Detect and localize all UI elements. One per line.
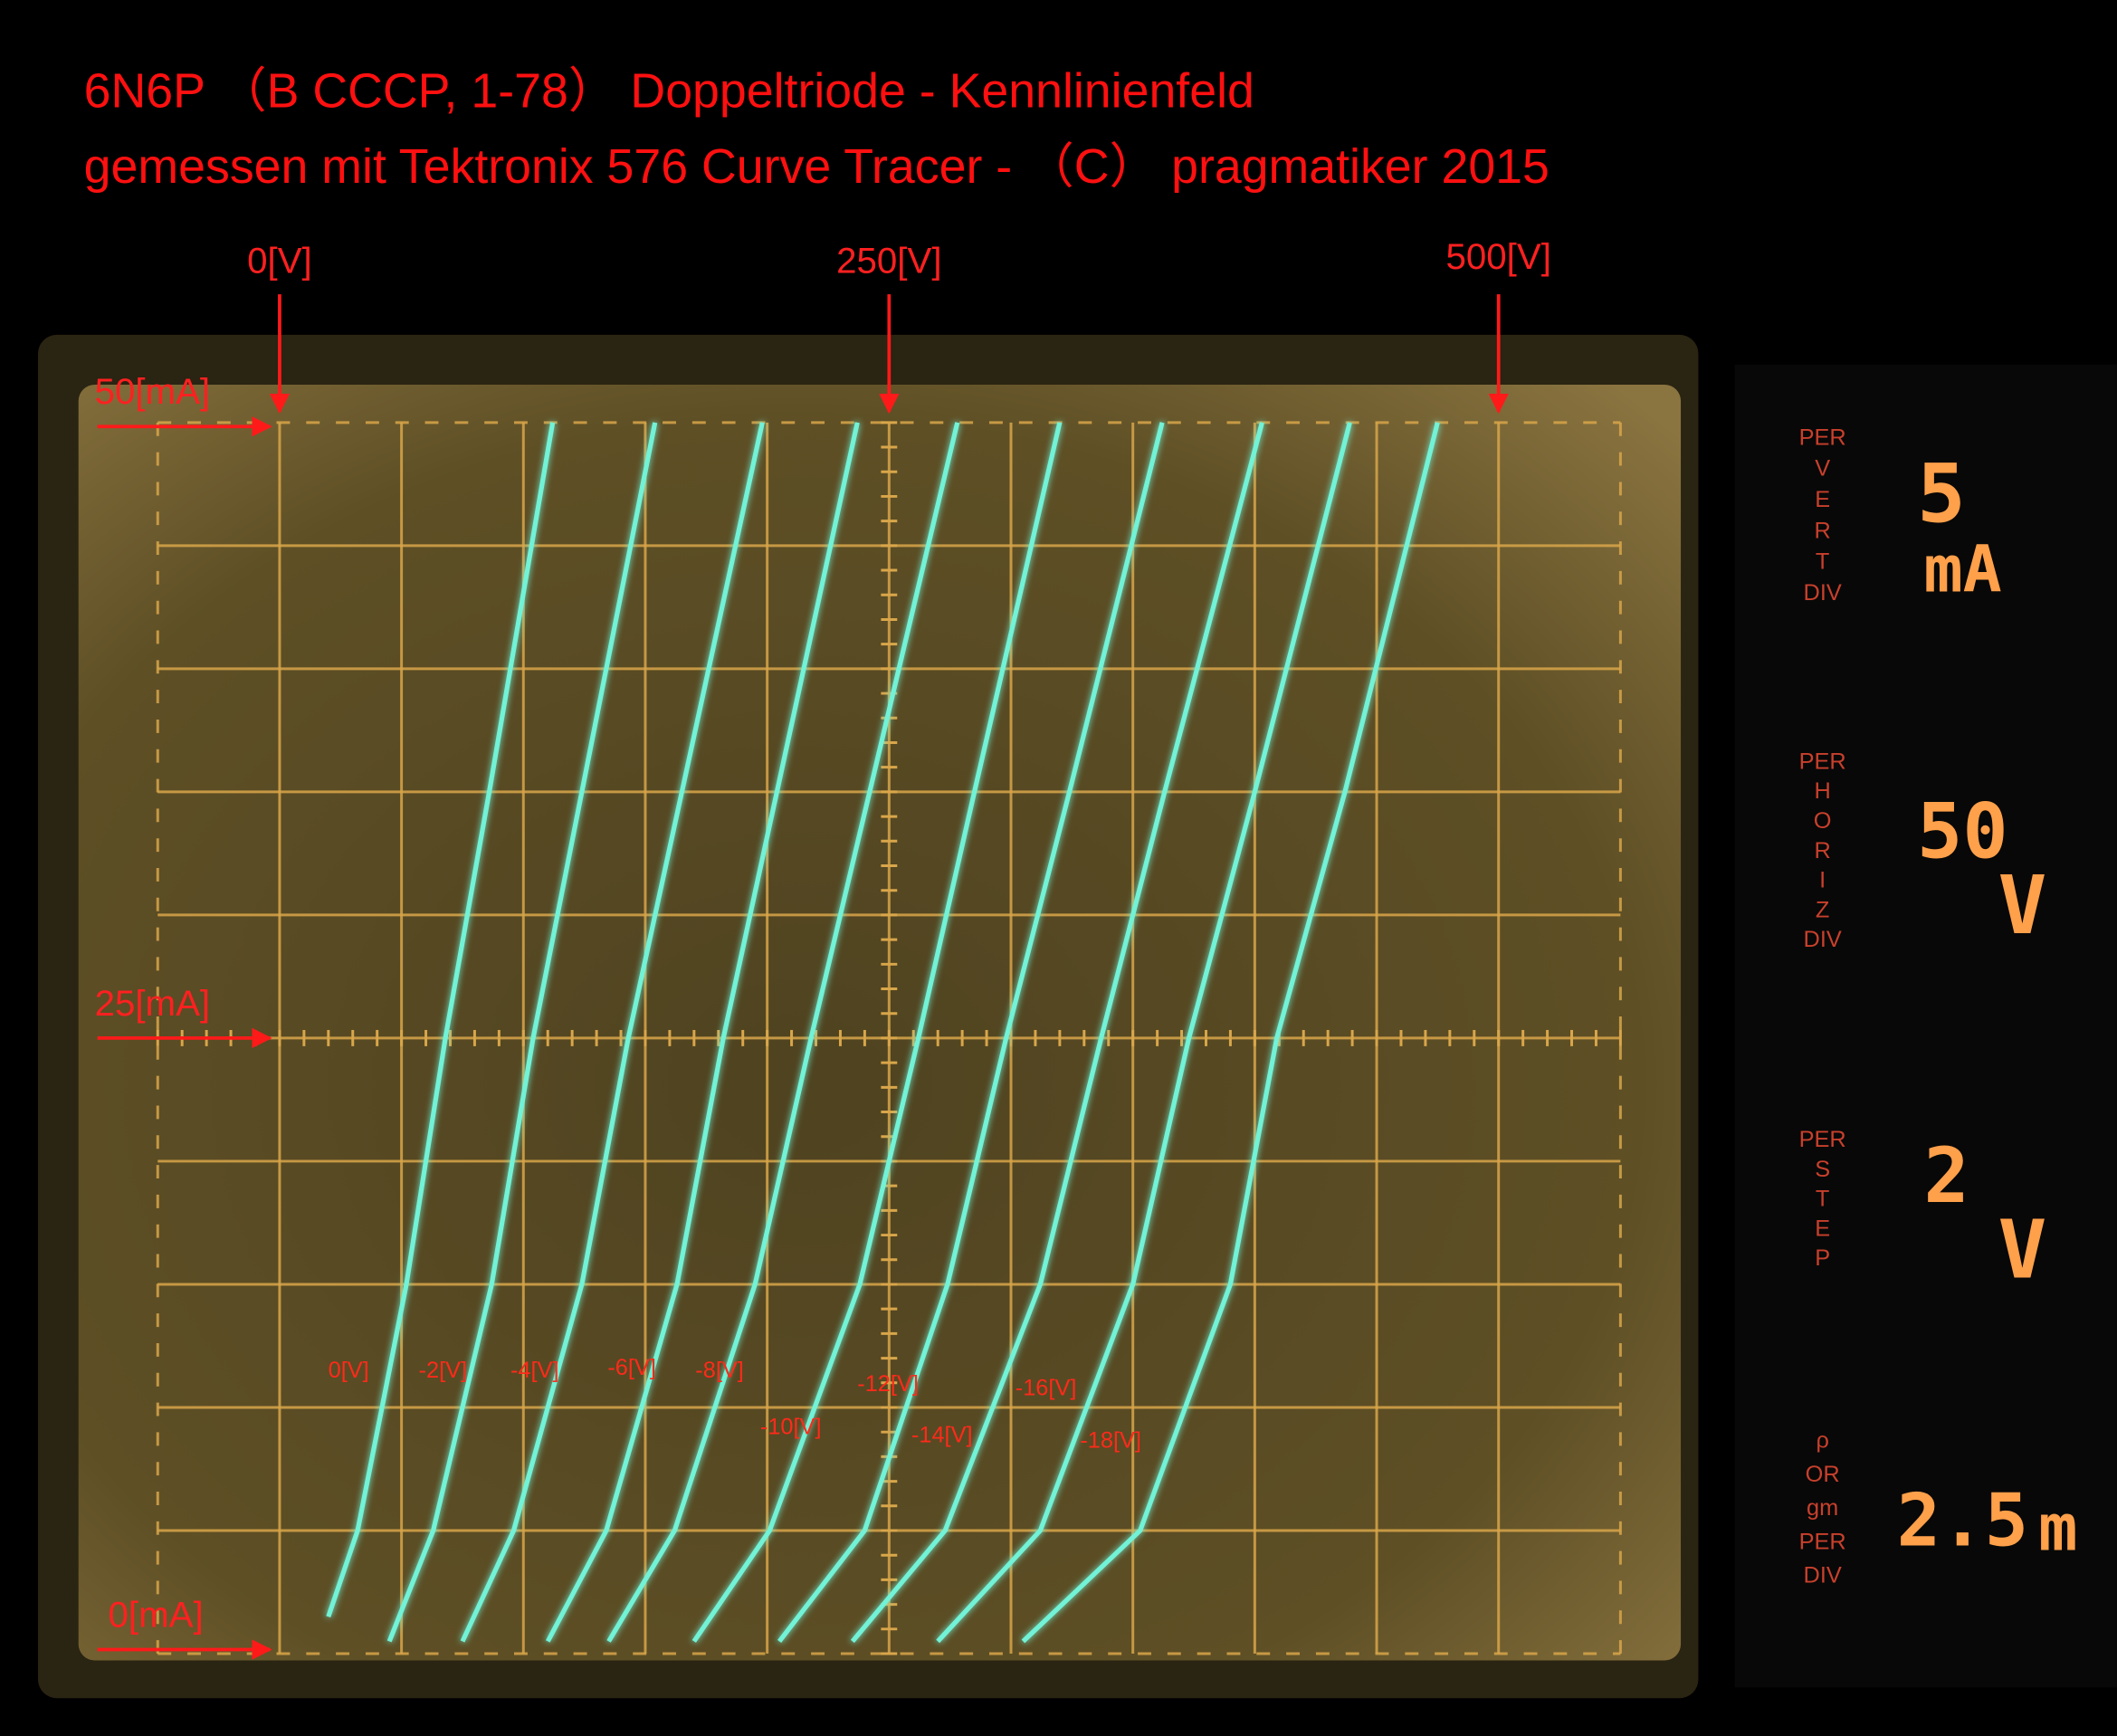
readout-caption: OR <box>1806 1462 1840 1487</box>
readout-caption: T <box>1816 1187 1829 1212</box>
curve-label: -6[V] <box>607 1355 656 1380</box>
readout-value: 50 <box>1917 787 2008 876</box>
curve <box>691 422 1063 1643</box>
readout-caption: E <box>1815 487 1830 512</box>
x-tick-label: 0[V] <box>247 240 312 281</box>
readout-caption: V <box>1815 456 1830 482</box>
x-tick-label: 500[V] <box>1446 236 1551 277</box>
readout-caption: PER <box>1799 424 1846 450</box>
readout-caption: PER <box>1799 1529 1846 1554</box>
readout-caption: R <box>1815 838 1831 863</box>
curve <box>936 422 1352 1644</box>
readout-caption: Z <box>1816 897 1829 922</box>
curve-label: -2[V] <box>419 1358 468 1383</box>
readout-value: 2 <box>1924 1131 1969 1220</box>
readout-caption: O <box>1814 808 1832 834</box>
curve <box>777 422 1165 1644</box>
readout-unit: V <box>1998 859 2047 953</box>
curve-label: -4[V] <box>510 1358 559 1383</box>
curve <box>1021 422 1440 1644</box>
readout-caption: PER <box>1799 749 1846 774</box>
readout-caption: gm <box>1807 1495 1838 1521</box>
curve-label: -8[V] <box>695 1358 744 1383</box>
y-tick-label: 0[mA] <box>109 1594 204 1635</box>
readout-value: 2.5 <box>1897 1477 2028 1562</box>
curve <box>386 422 658 1643</box>
readout-caption: DIV <box>1804 580 1842 606</box>
readout-unit: V <box>1998 1203 2047 1297</box>
plot-area <box>326 422 1440 1644</box>
readout-panel <box>1734 364 2117 1688</box>
readout-caption: DIV <box>1804 927 1842 952</box>
readout-caption: DIV <box>1804 1563 1842 1588</box>
readout-unit: mA <box>1924 531 2002 606</box>
y-tick-label: 25[mA] <box>95 983 211 1024</box>
curve <box>545 422 860 1643</box>
readout-caption: H <box>1815 778 1831 804</box>
readout-caption: R <box>1815 518 1831 543</box>
x-tick-label: 250[V] <box>836 240 941 281</box>
readout-caption: P <box>1815 1245 1830 1271</box>
curve-label: -18[V] <box>1080 1428 1141 1454</box>
readout-caption: T <box>1816 549 1829 575</box>
curve <box>606 422 960 1643</box>
curve <box>460 422 765 1643</box>
curve-label: -14[V] <box>911 1423 973 1448</box>
readout-caption: I <box>1819 868 1826 893</box>
y-tick-label: 50[mA] <box>95 371 211 412</box>
readout-caption: E <box>1815 1216 1830 1241</box>
readout-caption: PER <box>1799 1127 1846 1152</box>
curve <box>326 422 556 1617</box>
chart-title: 6N6P （B CCCP, 1-78） Doppeltriode - Kennl… <box>84 64 1254 119</box>
curve-label: -16[V] <box>1016 1375 1077 1400</box>
readout-value: 5 <box>1917 447 1966 541</box>
curve <box>850 422 1264 1644</box>
curve-label: -12[V] <box>857 1371 919 1397</box>
readout-caption: S <box>1815 1157 1830 1182</box>
readout-unit: m <box>2038 1490 2077 1565</box>
chart-subtitle: gemessen mit Tektronix 576 Curve Tracer … <box>84 139 1550 194</box>
readout-caption: ρ <box>1816 1428 1828 1454</box>
curve-label: -10[V] <box>760 1415 822 1440</box>
curve-label: 0[V] <box>329 1358 369 1383</box>
screen <box>78 385 1682 1661</box>
